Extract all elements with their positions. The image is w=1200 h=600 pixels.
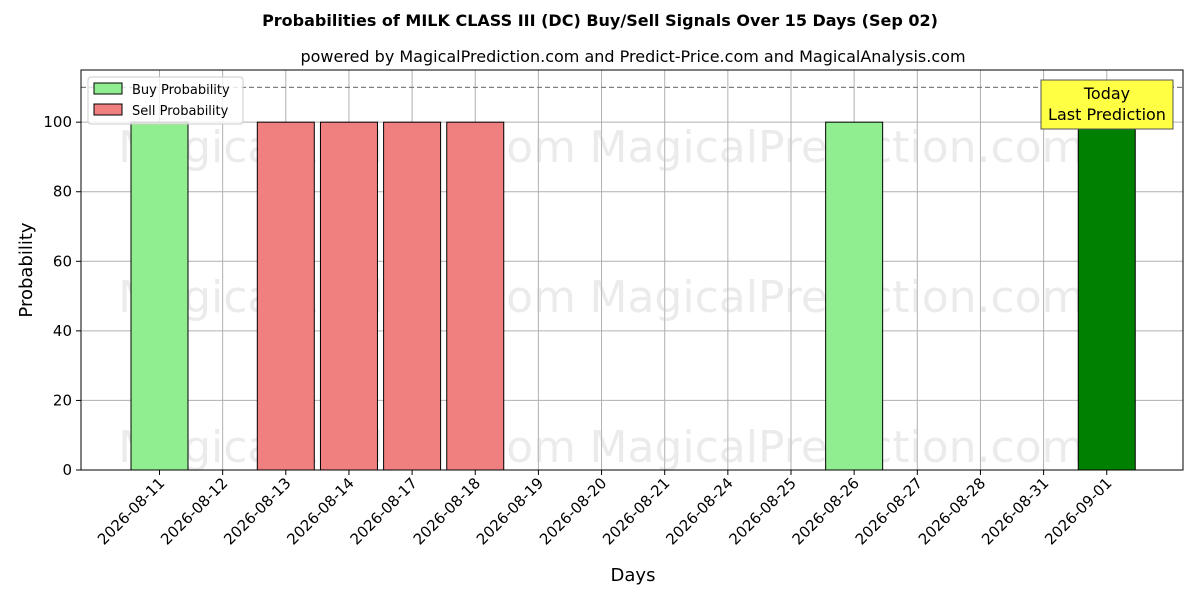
- legend-swatch-buy: [93, 82, 123, 95]
- x-tick-label: 2026-08-20: [536, 474, 610, 548]
- legend: Buy Probability Sell Probability: [87, 76, 244, 125]
- bars: [130, 121, 1136, 471]
- annotation-line-1: Today: [1083, 84, 1130, 103]
- x-tick-label: 2026-08-11: [94, 474, 168, 548]
- x-tick-label: 2026-08-21: [599, 474, 673, 548]
- y-tick-label: 40: [53, 322, 72, 340]
- y-tick-label: 80: [53, 183, 72, 201]
- sell-bar: [446, 121, 505, 471]
- x-tick-label: 2026-08-14: [283, 474, 357, 548]
- y-tick-label: 0: [62, 461, 72, 479]
- x-tick-label: 2026-08-31: [978, 474, 1052, 548]
- x-tick-label: 2026-08-18: [410, 474, 484, 548]
- y-tick-label: 100: [43, 113, 72, 131]
- buy-bar: [825, 121, 884, 471]
- x-tick-label: 2026-08-26: [789, 474, 863, 548]
- legend-label-buy: Buy Probability: [132, 83, 230, 98]
- plot-frame: [80, 69, 1184, 471]
- y-tick-label: 20: [53, 391, 72, 409]
- y-tick-label: 60: [53, 252, 72, 270]
- buy-bar: [130, 121, 189, 471]
- today-bar: [1077, 121, 1136, 471]
- x-tick-label: 2026-08-19: [473, 474, 547, 548]
- x-tick-label: 2026-08-17: [347, 474, 421, 548]
- chart-title: Probabilities of MILK CLASS III (DC) Buy…: [262, 11, 938, 30]
- x-tick-label: 2026-08-24: [662, 474, 736, 548]
- x-tick-label: 2026-08-12: [157, 474, 231, 548]
- sell-bar: [256, 121, 315, 471]
- y-axis-label: Probability: [16, 222, 37, 317]
- today-annotation: Today Last Prediction: [1040, 79, 1174, 130]
- legend-swatch-sell: [93, 103, 123, 116]
- sell-bar: [383, 121, 442, 471]
- x-tick-label: 2026-08-13: [220, 474, 294, 548]
- x-axis-label: Days: [611, 565, 656, 586]
- x-tick-label: 2026-09-01: [1041, 474, 1115, 548]
- sell-bar: [319, 121, 378, 471]
- legend-label-sell: Sell Probability: [132, 104, 229, 119]
- legend-frame: [87, 76, 244, 125]
- x-tick-label: 2026-08-25: [725, 474, 799, 548]
- chart-subtitle: powered by MagicalPrediction.com and Pre…: [300, 47, 965, 66]
- x-tick-label: 2026-08-28: [915, 474, 989, 548]
- annotation-box: [1040, 79, 1174, 130]
- annotation-line-2: Last Prediction: [1048, 105, 1166, 124]
- x-tick-label: 2026-08-27: [852, 474, 926, 548]
